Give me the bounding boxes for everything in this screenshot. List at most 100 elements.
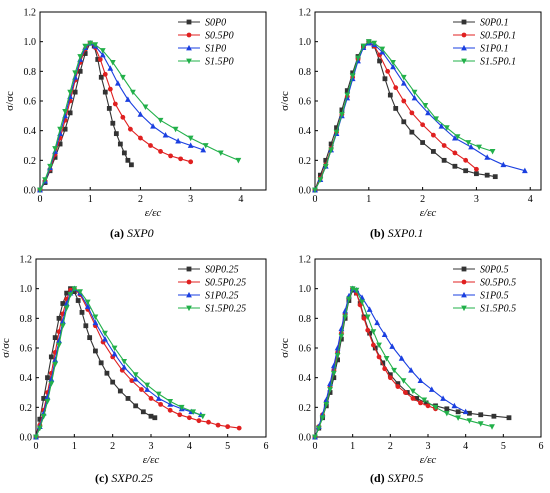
caption-d: (d) SXP0.5	[370, 471, 423, 486]
point-c-0-4	[48, 354, 54, 360]
x-tick-label-a-4: 4	[238, 194, 243, 205]
legend-label-c-1: S0.5P0.25	[205, 278, 246, 289]
series-a-3	[37, 40, 242, 194]
y-tick-label-a-2: 0.4	[24, 126, 37, 137]
point-d-1-19	[395, 384, 401, 389]
point-a-1-23	[188, 159, 194, 165]
point-b-3-16	[422, 103, 429, 109]
point-d-0-25	[467, 410, 472, 416]
legend-label-a-3: S1.5P0	[205, 57, 234, 68]
series-line-a-2	[39, 42, 204, 191]
legend-marker-b-2	[461, 44, 467, 51]
chart-d: 0 1 2 3 4 5 6 0.0 0.2 0.4 0.6 0.8 1.0 1.2 ε/εc σ/σc S0P0…	[279, 255, 544, 467]
y-tick-label-c-0: 0.0	[20, 433, 33, 444]
point-d-3-21	[432, 404, 439, 411]
point-d-3-4	[327, 387, 333, 393]
point-b-0-13	[382, 76, 388, 82]
y-tick-label-b-5: 1.0	[299, 37, 312, 48]
point-c-3-15	[111, 345, 118, 352]
point-a-1-14	[107, 86, 113, 92]
point-b-3-2	[322, 163, 329, 170]
point-b-2-19	[468, 143, 474, 150]
panel-d: 0 1 2 3 4 5 6 0.0 0.2 0.4 0.6 0.8 1.0 1.2 ε/εc σ/σc S0P0…	[275, 247, 550, 493]
point-a-0-3	[52, 154, 58, 160]
caption-d-letter: (d)	[370, 471, 385, 485]
y-tick-label-a-0: 0.0	[24, 186, 37, 197]
point-c-3-6	[56, 342, 62, 349]
point-d-3-18	[400, 378, 407, 384]
series-line-d-3	[314, 287, 493, 438]
point-d-2-18	[408, 367, 414, 373]
chart-c: 0 1 2 3 4 5 6 0.0 0.2 0.4 0.6 0.8 1.0 1.2 ε/εc σ/σc S0P0…	[0, 255, 269, 467]
point-a-3-15	[130, 89, 136, 96]
point-c-0-22	[140, 409, 146, 415]
point-b-3-13	[390, 60, 396, 66]
point-b-1-22	[474, 166, 479, 172]
point-a-0-14	[102, 89, 108, 95]
point-a-2-12	[99, 51, 106, 58]
point-a-2-19	[175, 137, 181, 144]
x-axis-label-d: ε/εc	[420, 454, 437, 466]
legend-label-b-1: S0.5P0.1	[480, 31, 516, 42]
y-tick-label-c-3: 0.6	[20, 344, 33, 355]
point-a-0-8	[77, 68, 83, 74]
x-tick-label-d-1: 1	[350, 441, 355, 452]
point-d-2-13	[366, 306, 373, 312]
point-d-3-17	[391, 367, 397, 374]
point-d-0-14	[367, 330, 373, 336]
point-d-0-5	[331, 375, 337, 381]
chart-b: 0 1 2 3 4 0.0 0.2 0.4 0.6 0.8 1.0 1.2 ε/εc σ/σc S0P0.1…	[279, 8, 542, 219]
point-a-2-13	[107, 65, 114, 71]
point-a-0-7	[72, 89, 78, 95]
point-a-3-1	[42, 177, 48, 183]
point-b-2-17	[438, 123, 445, 129]
point-d-2-16	[389, 343, 396, 349]
point-c-3-4	[48, 381, 55, 387]
point-d-0-18	[395, 381, 401, 386]
point-a-3-6	[67, 89, 74, 96]
y-tick-label-d-1: 0.2	[299, 403, 312, 414]
point-a-2-21	[200, 146, 207, 153]
point-c-1-19	[148, 396, 154, 401]
point-d-3-11	[353, 287, 360, 294]
point-c-0-5	[52, 335, 58, 341]
point-d-3-16	[383, 355, 390, 362]
caption-a-letter: (a)	[110, 226, 124, 240]
x-tick-label-b-1: 1	[366, 194, 371, 205]
point-d-1-21	[410, 396, 416, 401]
point-b-3-1	[317, 177, 324, 183]
point-c-1-22	[177, 412, 183, 418]
legend-label-b-0: S0P0.1	[480, 18, 509, 29]
point-b-3-10	[365, 39, 372, 45]
point-d-3-24	[466, 418, 473, 424]
point-d-0-16	[380, 360, 386, 366]
point-a-0-4	[57, 141, 63, 147]
point-c-2-7	[59, 318, 66, 324]
point-b-3-6	[344, 92, 351, 99]
y-tick-label-c-4: 0.8	[20, 314, 33, 325]
point-b-3-3	[328, 147, 335, 154]
point-c-0-19	[117, 388, 123, 394]
legend-label-d-0: S0P0.5	[480, 265, 509, 276]
point-c-3-13	[92, 314, 99, 320]
point-b-3-19	[454, 134, 461, 140]
series-c-0	[33, 286, 158, 440]
legend-label-c-3: S1.5P0.25	[205, 304, 246, 315]
point-a-3-7	[72, 70, 79, 76]
point-d-3-25	[477, 421, 484, 427]
legend-marker-a-1	[186, 32, 192, 38]
point-b-3-9	[360, 43, 367, 50]
point-a-3-19	[187, 135, 194, 142]
point-c-0-7	[60, 301, 66, 306]
point-d-3-12	[359, 299, 365, 306]
point-b-3-22	[489, 149, 496, 155]
point-d-2-22	[451, 402, 458, 409]
y-tick-label-d-3: 0.6	[299, 344, 312, 355]
point-b-0-20	[441, 157, 447, 163]
point-b-0-7	[350, 70, 356, 76]
point-d-1-15	[370, 342, 376, 348]
legend-marker-a-2	[186, 44, 192, 51]
point-c-2-5	[52, 356, 59, 363]
legend-marker-d-2	[461, 291, 467, 298]
x-tick-label-c-2: 2	[110, 441, 115, 452]
